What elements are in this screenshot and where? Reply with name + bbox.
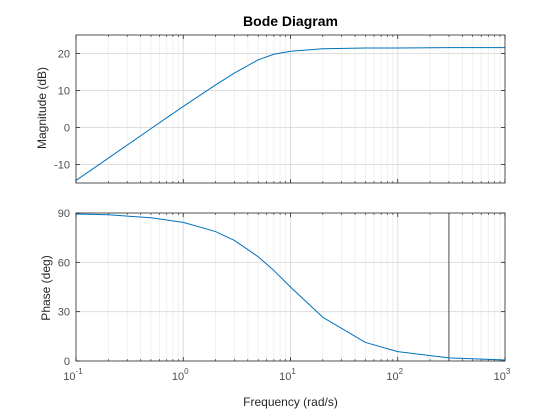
chart-title: Bode Diagram: [243, 13, 338, 29]
axes-box: [75, 212, 506, 362]
series-line: [75, 47, 505, 181]
grid: [76, 35, 505, 183]
x-tick-label: 101: [279, 367, 296, 383]
frequency-xlabel: Frequency (rad/s): [243, 395, 338, 409]
series-line: [75, 213, 506, 361]
y-tick-label: 0: [64, 356, 70, 368]
grid: [76, 213, 505, 361]
x-tick-label: 10-1: [63, 367, 83, 383]
y-tick-label: 20: [58, 49, 70, 61]
phase-axes: 0 30 60 90 10-1 100 101 102 103: [58, 208, 511, 383]
x-tick-label: 100: [172, 367, 189, 383]
magnitude-ylabel: Magnitude (dB): [35, 67, 49, 149]
axes-box: [75, 34, 506, 184]
magnitude-axes: -10 0 10 20: [54, 34, 506, 184]
phase-ylabel: Phase (deg): [39, 255, 53, 320]
y-tick-label: 60: [58, 257, 70, 269]
y-tick-label: 0: [64, 123, 70, 135]
y-tick-label: 10: [58, 86, 70, 98]
x-tick-label: 102: [386, 367, 403, 383]
y-tick-label: -10: [54, 160, 70, 172]
y-tick-label: 30: [58, 307, 70, 319]
x-tick-label: 103: [494, 367, 511, 383]
y-tick-label: 90: [58, 208, 70, 220]
